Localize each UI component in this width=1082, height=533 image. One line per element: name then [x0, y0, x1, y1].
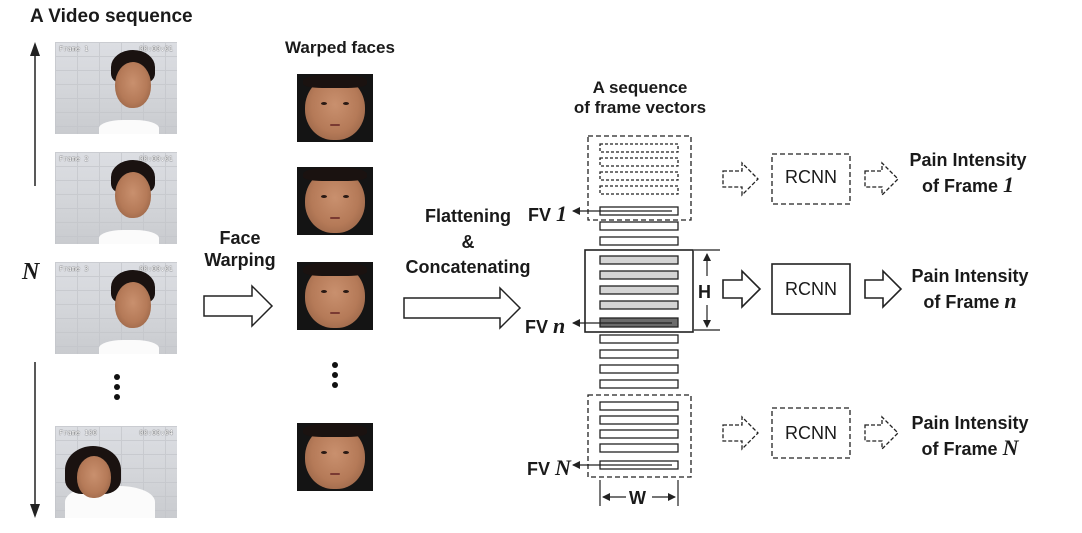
w-dimension [599, 480, 679, 506]
pain-intensity-top: Pain Intensity of Frame 1 [894, 150, 1042, 198]
pain-line2: of Frame N [896, 435, 1044, 461]
flatten-line3: Concatenating [405, 257, 531, 278]
warped-face-2 [297, 167, 373, 235]
warped-face-1 [297, 74, 373, 142]
video-frame-3: Frame 3 00:00:01 [55, 262, 177, 354]
pain-line1: Pain Intensity [911, 413, 1029, 433]
frame-time: 00:00:01 [139, 155, 173, 163]
video-frame-1: Frame 1 00:00:01 [55, 42, 177, 134]
pain-index: n [1004, 287, 1017, 313]
pain-prefix: of Frame [921, 438, 998, 459]
fv-index: 1 [556, 201, 568, 226]
pain-prefix: of Frame [923, 291, 1000, 312]
pain-intensity-mid: Pain Intensity of Frame n [896, 266, 1044, 314]
warped-face-3 [297, 262, 373, 330]
pain-line1: Pain Intensity [909, 150, 1027, 170]
flatten-line1: Flattening [425, 206, 511, 226]
flatten-line2: & [461, 231, 475, 252]
arrow-to-output-mid [864, 269, 903, 309]
frame-time: 00:00:01 [139, 265, 173, 273]
arrow-to-output-bottom [864, 415, 899, 451]
fv-index: n [553, 313, 566, 338]
fv-index: N [555, 455, 571, 480]
fv-prefix: FV [528, 205, 552, 225]
pain-prefix: of Frame [921, 175, 998, 196]
fv-prefix: FV [525, 317, 549, 337]
face-warping-line2: Warping [204, 249, 276, 270]
warped-face-last [297, 423, 373, 491]
arrow-to-rcnn-bottom [722, 415, 759, 451]
n-axis-label: N [22, 259, 40, 285]
frame-label: Frame 3 [59, 265, 89, 273]
n-axis-arrow [30, 42, 40, 518]
arrow-to-rcnn-mid [722, 269, 762, 309]
window-mid [584, 249, 694, 333]
face-warping-line1: Face [219, 228, 261, 248]
warped-faces-title: Warped faces [285, 38, 395, 57]
video-sequence-title: A Video sequence [30, 6, 193, 27]
frame-label: Frame 2 [59, 155, 89, 163]
h-label: H [698, 282, 711, 302]
video-frame-last: Frame 100 00:00:04 [55, 426, 177, 518]
h-dimension [694, 249, 720, 331]
frame-label: Frame 100 [59, 429, 97, 437]
rcnn-box-mid [771, 263, 851, 315]
pain-line2: of Frame n [896, 288, 1044, 314]
pain-line2: of Frame 1 [894, 172, 1042, 198]
frame-time: 00:00:01 [139, 45, 173, 53]
frame-vectors-title-line1: A sequence [592, 78, 688, 97]
flatten-arrow [403, 286, 522, 330]
frame-vectors-title: A sequence of frame vectors [560, 78, 720, 119]
fv-pointers [572, 207, 672, 469]
fv-n-label: FV n [525, 313, 565, 339]
video-frame-2: Frame 2 00:00:01 [55, 152, 177, 244]
fv-N-label: FV N [527, 455, 571, 481]
fv-1-label: FV 1 [528, 201, 567, 227]
frame-vector-bars [599, 143, 679, 470]
pain-intensity-bottom: Pain Intensity of Frame N [896, 413, 1044, 461]
window-top [587, 135, 692, 221]
rcnn-box-bottom [771, 407, 851, 459]
rcnn-bottom-label: RCNN [785, 423, 837, 443]
frame-vectors-title-line2: of frame vectors [573, 98, 707, 118]
arrow-to-rcnn-top [722, 161, 759, 197]
face-warping-label: Face Warping [200, 228, 280, 271]
frame-label: Frame 1 [59, 45, 89, 53]
flatten-label: Flattening & Concatenating [398, 206, 538, 279]
w-label: W [629, 488, 646, 508]
rcnn-top-label: RCNN [785, 167, 837, 187]
fv-prefix: FV [527, 459, 551, 479]
frame-time: 00:00:04 [139, 429, 173, 437]
rcnn-mid-label: RCNN [785, 279, 837, 299]
pain-line1: Pain Intensity [911, 266, 1029, 286]
pain-index: 1 [1003, 171, 1015, 197]
arrow-to-output-top [864, 161, 899, 197]
pain-index: N [1002, 434, 1019, 460]
window-bottom [587, 394, 692, 478]
rcnn-box-top [771, 153, 851, 205]
face-warping-arrow [203, 284, 274, 328]
